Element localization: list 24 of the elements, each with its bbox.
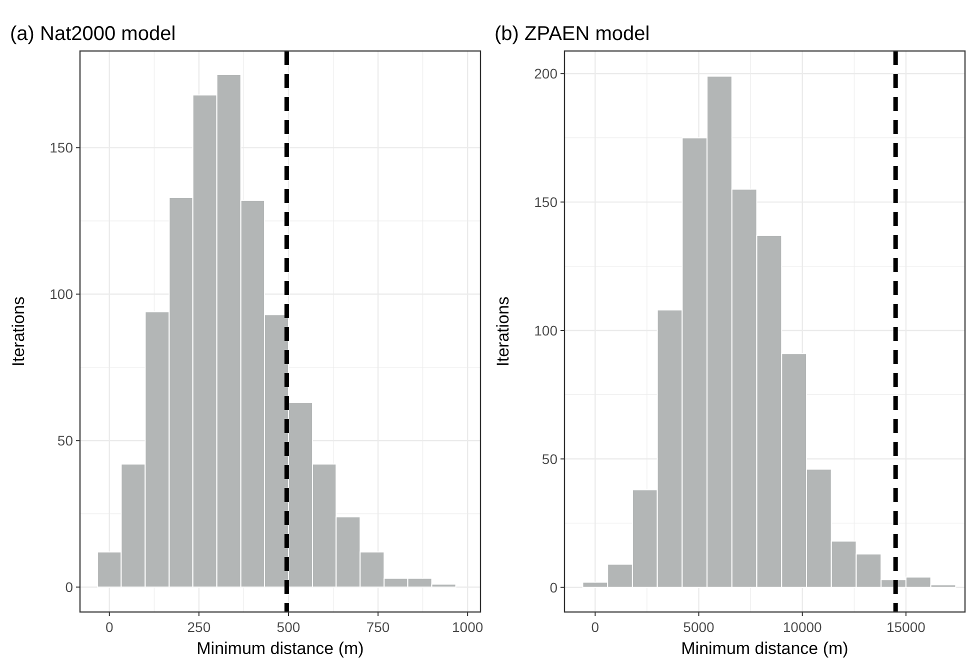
y-tick-label: 200 <box>534 66 558 82</box>
x-axis-title: Minimum distance (m) <box>196 639 364 658</box>
y-tick-label: 0 <box>550 579 558 596</box>
x-tick-label: 10000 <box>782 619 822 635</box>
y-axis-title: Iterations <box>9 296 28 366</box>
chart-title: (a) Nat2000 model <box>10 23 176 45</box>
y-tick-label: 50 <box>542 450 558 467</box>
y-tick-label: 150 <box>50 140 74 156</box>
y-tick-label: 100 <box>50 286 74 302</box>
x-tick-label: 250 <box>187 619 211 635</box>
x-tick-label: 15000 <box>886 619 926 635</box>
x-tick-label: 500 <box>276 619 300 635</box>
y-tick-label: 0 <box>65 579 74 596</box>
x-tick-label: 0 <box>591 619 600 635</box>
y-axis-title: Iterations <box>494 296 512 366</box>
x-tick-label: 750 <box>366 619 390 635</box>
x-tick-label: 5000 <box>683 619 715 635</box>
x-tick-label: 0 <box>105 619 114 635</box>
y-tick-label: 150 <box>534 194 558 210</box>
y-tick-label: 100 <box>534 322 558 338</box>
chart-title: (b) ZPAEN model <box>494 23 650 45</box>
x-axis-title: Minimum distance (m) <box>681 639 848 658</box>
y-tick-label: 50 <box>57 432 74 449</box>
x-tick-label: 1000 <box>452 619 484 635</box>
